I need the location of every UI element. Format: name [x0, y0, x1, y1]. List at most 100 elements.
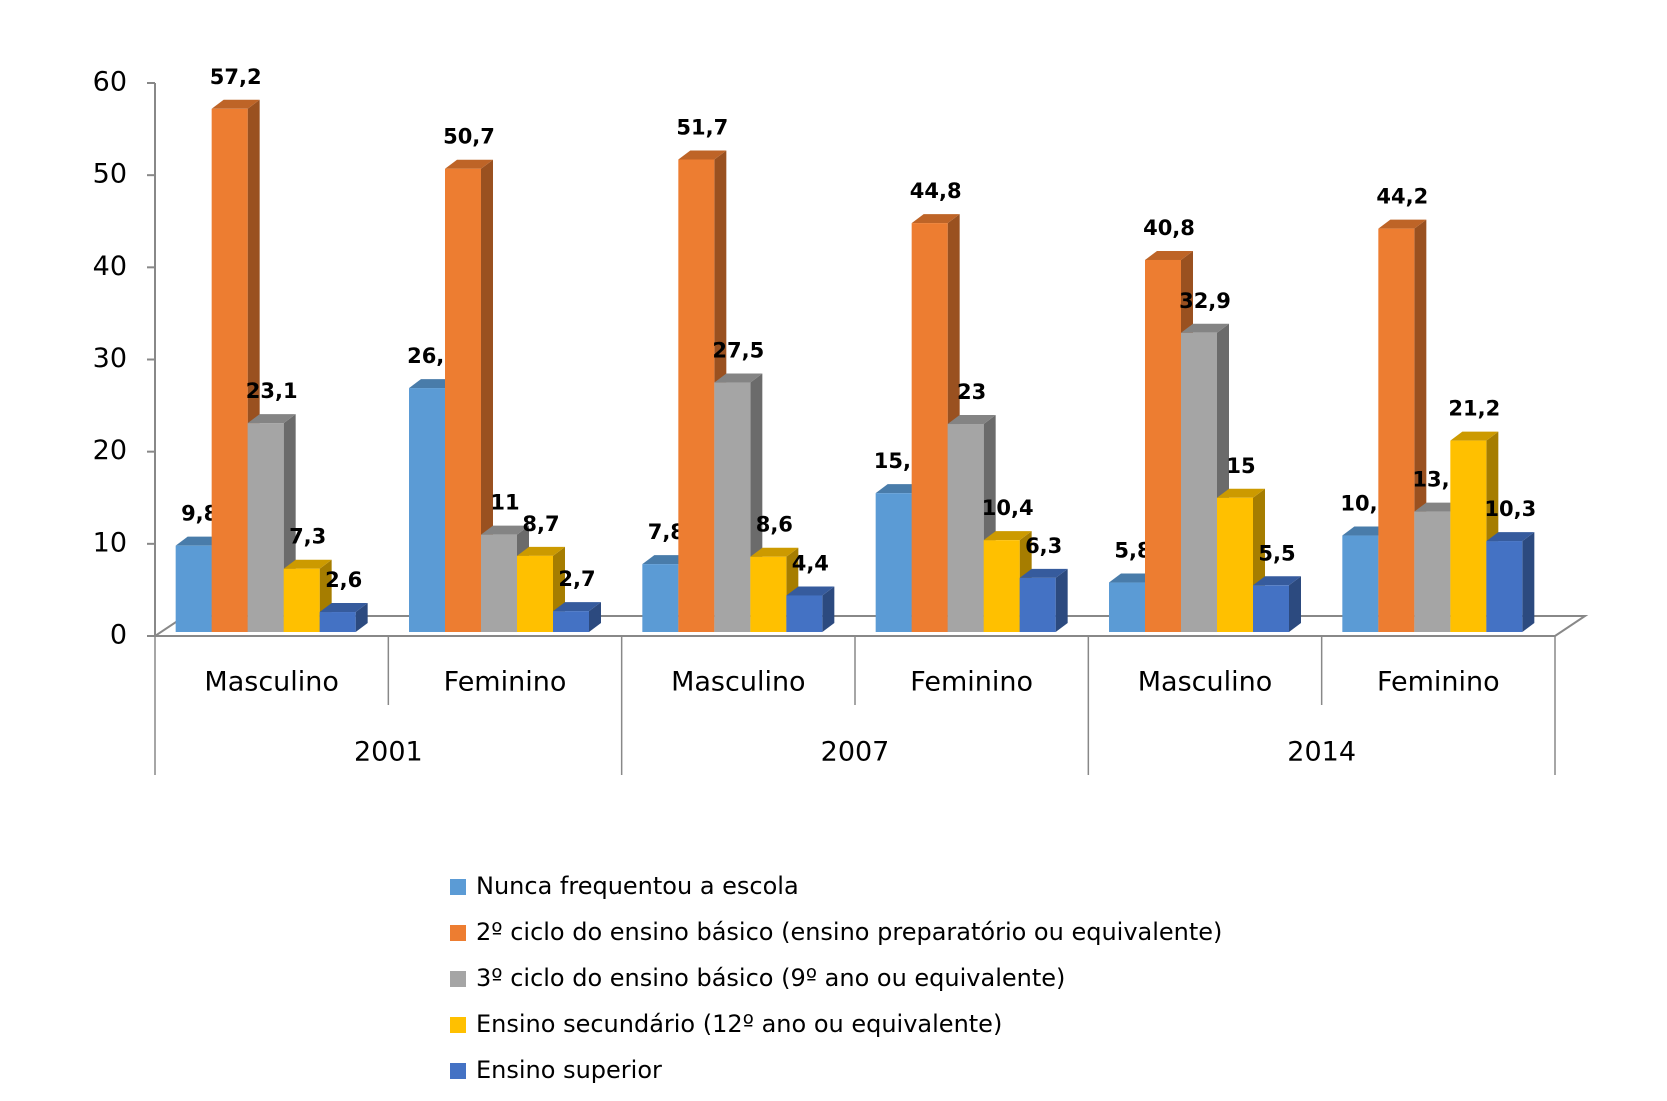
- data-label: 10,3: [1484, 497, 1536, 521]
- bar-top: [750, 547, 799, 557]
- bar: [1253, 585, 1289, 632]
- bar-side: [355, 603, 368, 632]
- legend-label: Ensino superior: [476, 1056, 662, 1084]
- bar-top: [947, 415, 996, 425]
- legend-swatch: [450, 879, 466, 895]
- bar: [1450, 440, 1487, 632]
- data-label: 57,2: [210, 65, 262, 89]
- data-label: 23: [957, 380, 986, 404]
- bar: [1414, 511, 1451, 632]
- bar-top: [481, 525, 529, 535]
- bar-top: [911, 214, 960, 224]
- bar-top: [983, 531, 1032, 541]
- x-tick-label: Feminino: [1377, 667, 1500, 698]
- y-tick-label: 30: [93, 343, 127, 374]
- legend-label: 3º ciclo do ensino básico (9º ano ou equ…: [476, 964, 1065, 992]
- bar-top: [283, 559, 332, 569]
- y-tick-label: 50: [93, 159, 127, 190]
- y-tick-label: 20: [93, 435, 127, 466]
- bar: [714, 382, 751, 632]
- bar-top: [319, 603, 368, 613]
- bar-side: [1522, 532, 1535, 632]
- legend-swatch: [450, 925, 466, 941]
- bar-top: [678, 150, 727, 160]
- bar-top: [247, 414, 296, 424]
- bar-top: [1378, 219, 1427, 229]
- bar: [409, 388, 445, 632]
- bar-side: [589, 602, 601, 632]
- bar: [553, 611, 589, 632]
- data-label: 44,8: [910, 179, 962, 203]
- legend-swatch: [450, 971, 466, 987]
- bar-top: [1450, 431, 1499, 441]
- data-label: 2,6: [325, 568, 362, 592]
- data-label: 27,5: [712, 339, 764, 363]
- bar: [1217, 497, 1253, 632]
- data-label: 51,7: [676, 115, 728, 139]
- bar: [283, 568, 320, 632]
- bar: [481, 534, 517, 632]
- data-label: 11: [490, 491, 519, 515]
- bar: [911, 223, 948, 633]
- bar: [517, 555, 553, 632]
- bar: [983, 540, 1020, 632]
- x-tick-label: Masculino: [204, 667, 339, 698]
- bar: [319, 612, 356, 632]
- bar-top: [786, 586, 835, 596]
- data-label: 21,2: [1448, 397, 1500, 421]
- bar: [642, 564, 679, 632]
- bar: [445, 168, 481, 632]
- bar: [1109, 582, 1145, 632]
- legend-swatch: [450, 1063, 466, 1079]
- bar: [1145, 259, 1181, 632]
- legend-label: Nunca frequentou a escola: [476, 872, 799, 900]
- data-label: 15: [1226, 454, 1255, 478]
- bar: [947, 424, 984, 632]
- bar-side: [1055, 568, 1068, 632]
- bar-side: [481, 159, 493, 632]
- bar-top: [553, 602, 601, 612]
- data-label: 10,4: [982, 496, 1034, 520]
- bar: [1342, 535, 1379, 632]
- x-tick-label: Masculino: [1138, 667, 1273, 698]
- bar: [1181, 332, 1217, 632]
- bar-top: [1145, 250, 1193, 260]
- bar-side: [1289, 576, 1301, 632]
- legend-label: Ensino secundário (12º ano ou equivalent…: [476, 1010, 1002, 1038]
- data-label: 8,7: [522, 512, 559, 536]
- bar: [1378, 228, 1415, 632]
- bar: [247, 423, 284, 632]
- y-tick-label: 40: [93, 251, 127, 282]
- bar: [750, 556, 787, 632]
- data-label: 44,2: [1376, 185, 1428, 209]
- group-label: 2001: [354, 737, 423, 768]
- data-label: 7,3: [289, 525, 326, 549]
- data-label: 23,1: [246, 379, 298, 403]
- bar-top: [517, 546, 565, 556]
- bar-top: [1217, 488, 1265, 498]
- bar-top: [1181, 323, 1229, 333]
- bar-side: [822, 586, 835, 632]
- bar-top: [1253, 576, 1301, 586]
- y-tick-label: 10: [93, 527, 127, 558]
- data-label: 8,6: [756, 513, 793, 537]
- bar-top: [714, 373, 763, 383]
- bar-top: [1486, 532, 1535, 542]
- x-tick-label: Feminino: [444, 667, 567, 698]
- x-tick-label: Masculino: [671, 667, 806, 698]
- data-label: 32,9: [1179, 289, 1231, 313]
- data-label: 6,3: [1025, 534, 1062, 558]
- legend-label: 2º ciclo do ensino básico (ensino prepar…: [476, 918, 1222, 946]
- bar-top: [1019, 568, 1068, 578]
- data-label: 50,7: [443, 125, 495, 149]
- group-label: 2007: [821, 737, 890, 768]
- y-tick-label: 60: [93, 67, 127, 98]
- data-label: 40,8: [1143, 216, 1195, 240]
- group-label: 2014: [1287, 737, 1356, 768]
- bar: [1486, 541, 1523, 632]
- bar: [211, 108, 248, 633]
- y-tick-label: 0: [110, 620, 127, 651]
- bar-top: [445, 159, 493, 169]
- bar: [1019, 577, 1056, 632]
